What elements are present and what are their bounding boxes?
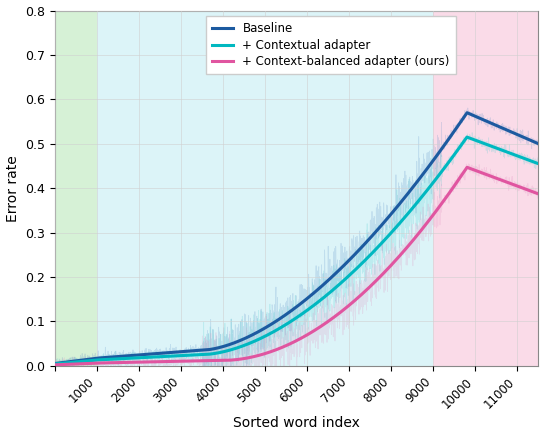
- + Contextual adapter: [76, 359, 83, 364]
- Line: Baseline: Baseline: [55, 113, 539, 364]
- Line: + Context-balanced adapter (ours): + Context-balanced adapter (ours): [55, 167, 539, 365]
- + Context-balanced adapter (ours): [464, 165, 471, 170]
- + Contextual adapter: [52, 361, 58, 367]
- Baseline: [521, 135, 528, 140]
- + Contextual adapter: [464, 135, 471, 140]
- Y-axis label: Error rate: Error rate: [5, 155, 20, 221]
- + Context-balanced adapter (ours): [76, 361, 83, 366]
- Baseline: [274, 318, 280, 323]
- Baseline: [52, 361, 58, 366]
- X-axis label: Sorted word index: Sorted word index: [233, 416, 360, 430]
- + Contextual adapter: [521, 156, 528, 161]
- Line: + Contextual adapter: + Contextual adapter: [55, 137, 539, 364]
- Bar: [434, 10, 539, 366]
- Bar: [55, 10, 97, 366]
- + Contextual adapter: [432, 177, 439, 182]
- + Contextual adapter: [535, 161, 542, 167]
- + Context-balanced adapter (ours): [432, 209, 439, 214]
- Baseline: [521, 135, 528, 140]
- + Context-balanced adapter (ours): [535, 191, 542, 197]
- Bar: [97, 10, 434, 366]
- + Contextual adapter: [287, 319, 293, 324]
- + Context-balanced adapter (ours): [274, 347, 280, 352]
- + Context-balanced adapter (ours): [521, 186, 528, 191]
- Legend: Baseline, + Contextual adapter, + Context-balanced adapter (ours): Baseline, + Contextual adapter, + Contex…: [206, 17, 456, 75]
- + Contextual adapter: [274, 327, 280, 332]
- Baseline: [287, 309, 293, 314]
- Baseline: [432, 155, 439, 160]
- + Context-balanced adapter (ours): [287, 341, 293, 347]
- + Contextual adapter: [521, 156, 528, 161]
- Baseline: [76, 358, 83, 363]
- Baseline: [535, 141, 542, 146]
- + Context-balanced adapter (ours): [52, 362, 58, 368]
- + Context-balanced adapter (ours): [521, 186, 528, 191]
- Baseline: [464, 110, 471, 116]
